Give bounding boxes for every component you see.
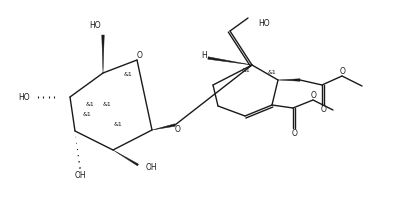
Text: H: H (201, 52, 207, 60)
Polygon shape (208, 57, 252, 65)
Text: O: O (321, 105, 327, 115)
Text: O: O (175, 125, 181, 134)
Text: OH: OH (146, 164, 158, 173)
Polygon shape (113, 150, 138, 166)
Text: &1: &1 (86, 102, 94, 108)
Polygon shape (278, 79, 300, 81)
Text: &1: &1 (242, 68, 250, 72)
Text: HO: HO (258, 19, 270, 27)
Polygon shape (152, 124, 175, 130)
Text: &1: &1 (83, 112, 92, 118)
Text: &1: &1 (124, 72, 132, 78)
Text: O: O (292, 128, 298, 138)
Text: &1: &1 (268, 71, 276, 75)
Text: O: O (311, 92, 317, 101)
Text: HO: HO (18, 92, 30, 102)
Text: OH: OH (74, 170, 86, 180)
Text: O: O (137, 50, 143, 59)
Text: &1: &1 (114, 122, 122, 128)
Text: &1: &1 (103, 102, 111, 108)
Text: HO: HO (89, 22, 101, 30)
Polygon shape (102, 35, 104, 73)
Text: O: O (340, 66, 346, 75)
